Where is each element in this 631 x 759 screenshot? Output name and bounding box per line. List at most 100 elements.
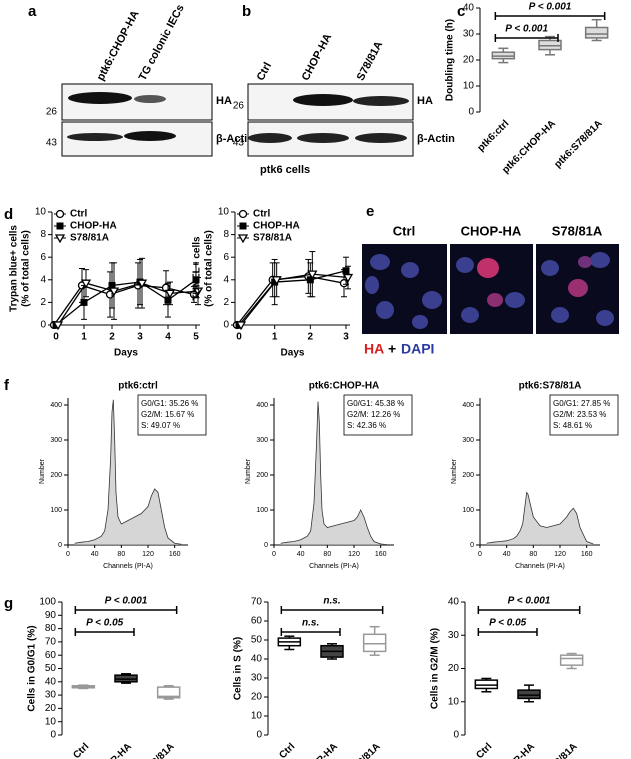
y-tick-label: 8	[223, 229, 229, 240]
stats-line: G2/M: 12.26 %	[347, 410, 400, 419]
band	[68, 92, 132, 104]
marker	[306, 276, 314, 284]
marker	[55, 209, 65, 219]
x-tick-label: 1	[81, 332, 87, 343]
column-label: CHOP-HA	[461, 223, 522, 238]
lane-label: ptk6:CHOP-HA	[95, 9, 142, 83]
x-tick-label: 160	[375, 551, 387, 558]
y-tick-label: 200	[462, 472, 474, 479]
y-tick-label: 40	[448, 597, 460, 608]
significance-label: P < 0.001	[105, 596, 148, 607]
y-axis-label: Cells in G0/G1 (%)	[27, 625, 38, 711]
x-tick-label: 0	[66, 551, 70, 558]
band	[355, 133, 407, 143]
y-tick-label: 0	[50, 730, 56, 741]
marker	[164, 289, 176, 299]
stats-line: G0/G1: 35.26 %	[141, 399, 198, 408]
band	[67, 133, 123, 141]
lane-label: CHOP-HA	[300, 32, 335, 83]
y-tick-label: 0	[470, 542, 474, 549]
y-tick-label: 200	[50, 472, 62, 479]
category-label: S78/81A	[544, 741, 579, 759]
marker	[54, 234, 66, 244]
x-tick-label: 2	[308, 332, 314, 343]
x-tick-label: 120	[142, 551, 154, 558]
significance-label: P < 0.001	[508, 596, 551, 607]
y-axis-label: Cells in G2/M (%)	[430, 628, 441, 709]
series-line	[236, 275, 345, 326]
marker	[108, 287, 120, 297]
y-tick-label: 400	[50, 402, 62, 409]
y-tick-label: 300	[256, 437, 268, 444]
y-axis-label: (% of total cells)	[21, 230, 32, 307]
marker	[164, 296, 172, 304]
panel-label: b	[242, 3, 251, 20]
y-tick-label: 100	[462, 507, 474, 514]
box	[584, 26, 609, 39]
category-label: CHOP-HA	[93, 741, 134, 759]
stats-box	[343, 394, 413, 436]
x-axis-label: Channels (PI-A)	[309, 563, 359, 570]
y-tick-label: 0	[468, 107, 474, 118]
marker	[239, 222, 247, 230]
y-tick-label: 0	[40, 320, 46, 331]
y-tick-label: 50	[45, 663, 57, 674]
y-axis-label: Number	[451, 458, 458, 484]
marker	[80, 279, 92, 289]
x-tick-label: 160	[169, 551, 181, 558]
category-label: CHOP-HA	[299, 741, 340, 759]
legend-label: Ctrl	[70, 209, 87, 220]
stats-box	[549, 394, 619, 436]
marker	[271, 276, 282, 286]
marker-label: 43	[233, 138, 245, 149]
y-tick-label: 0	[58, 542, 62, 549]
band-label: HA	[216, 95, 232, 107]
y-tick-label: 40	[251, 654, 263, 665]
marker	[192, 287, 204, 297]
x-tick-label: 0	[53, 332, 59, 343]
y-tick-label: 100	[50, 507, 62, 514]
chart-title: ptk6:CHOP-HA	[309, 381, 380, 392]
y-tick-label: 400	[256, 402, 268, 409]
legend-label: CHOP-HA	[70, 221, 117, 232]
y-tick-label: 20	[463, 55, 475, 66]
stats-line: G0/G1: 27.85 %	[553, 399, 610, 408]
y-tick-label: 10	[35, 207, 47, 218]
marker-label: 43	[46, 138, 58, 149]
box	[362, 633, 387, 653]
y-tick-label: 40	[45, 676, 57, 687]
marker	[56, 222, 64, 230]
marker-label: 26	[46, 107, 58, 118]
y-tick-label: 20	[448, 663, 460, 674]
y-tick-label: 20	[251, 692, 263, 703]
panel-label: a	[28, 3, 37, 20]
marker	[136, 279, 148, 289]
y-tick-label: 70	[45, 637, 57, 648]
ha-nuclei	[477, 256, 592, 307]
band	[293, 94, 353, 106]
legend-dapi: DAPI	[401, 341, 434, 357]
category-label: Ctrl	[277, 741, 297, 759]
y-tick-label: 100	[39, 597, 56, 608]
panel-label: d	[4, 206, 13, 223]
x-tick-label: 40	[91, 551, 99, 558]
band	[134, 95, 166, 103]
y-tick-label: 6	[223, 252, 229, 263]
chart-title: ptk6:ctrl	[118, 381, 158, 392]
lane-label: S78/81A	[355, 39, 386, 82]
marker	[52, 321, 64, 331]
stats-box	[137, 394, 207, 436]
blot-caption: ptk6 cells	[260, 164, 310, 176]
y-tick-label: 10	[463, 81, 475, 92]
y-tick-label: 0	[453, 730, 459, 741]
y-tick-label: 30	[448, 630, 460, 641]
legend-label: CHOP-HA	[253, 221, 300, 232]
category-label: S78/81A	[347, 741, 382, 759]
y-tick-label: 60	[251, 616, 263, 627]
histogram-fill	[486, 492, 594, 545]
box	[474, 679, 499, 690]
y-tick-label: 60	[45, 650, 57, 661]
y-tick-label: 10	[251, 711, 263, 722]
y-tick-label: 40	[463, 3, 475, 14]
stats-line: S: 42.36 %	[347, 421, 386, 430]
